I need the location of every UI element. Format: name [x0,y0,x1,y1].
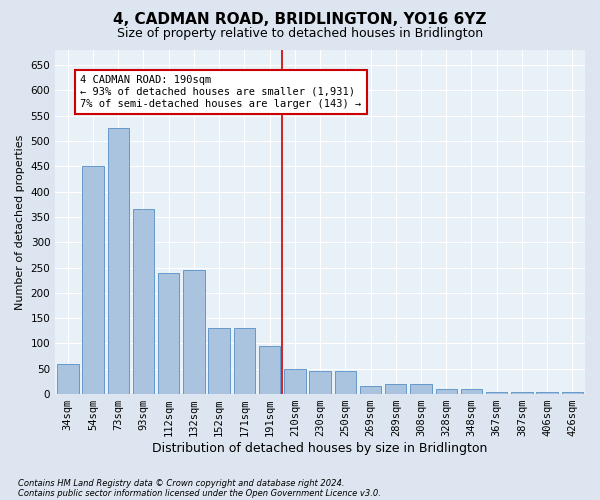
Bar [486,392,508,394]
Bar [107,128,129,394]
Bar [133,210,154,394]
Bar [410,384,432,394]
Bar [310,372,331,394]
Bar [158,272,179,394]
Bar [536,392,558,394]
Bar [436,389,457,394]
Text: Contains HM Land Registry data © Crown copyright and database right 2024.: Contains HM Land Registry data © Crown c… [18,478,344,488]
Text: 4, CADMAN ROAD, BRIDLINGTON, YO16 6YZ: 4, CADMAN ROAD, BRIDLINGTON, YO16 6YZ [113,12,487,28]
Bar [82,166,104,394]
Text: Size of property relative to detached houses in Bridlington: Size of property relative to detached ho… [117,28,483,40]
Bar [208,328,230,394]
Bar [57,364,79,394]
Bar [183,270,205,394]
Bar [511,392,533,394]
Bar [562,392,583,394]
Bar [385,384,406,394]
Bar [360,386,381,394]
Bar [259,346,280,394]
Bar [233,328,255,394]
Bar [335,372,356,394]
Bar [461,389,482,394]
Y-axis label: Number of detached properties: Number of detached properties [15,134,25,310]
Bar [284,369,305,394]
Text: 4 CADMAN ROAD: 190sqm
← 93% of detached houses are smaller (1,931)
7% of semi-de: 4 CADMAN ROAD: 190sqm ← 93% of detached … [80,76,362,108]
X-axis label: Distribution of detached houses by size in Bridlington: Distribution of detached houses by size … [152,442,488,455]
Text: Contains public sector information licensed under the Open Government Licence v3: Contains public sector information licen… [18,488,381,498]
